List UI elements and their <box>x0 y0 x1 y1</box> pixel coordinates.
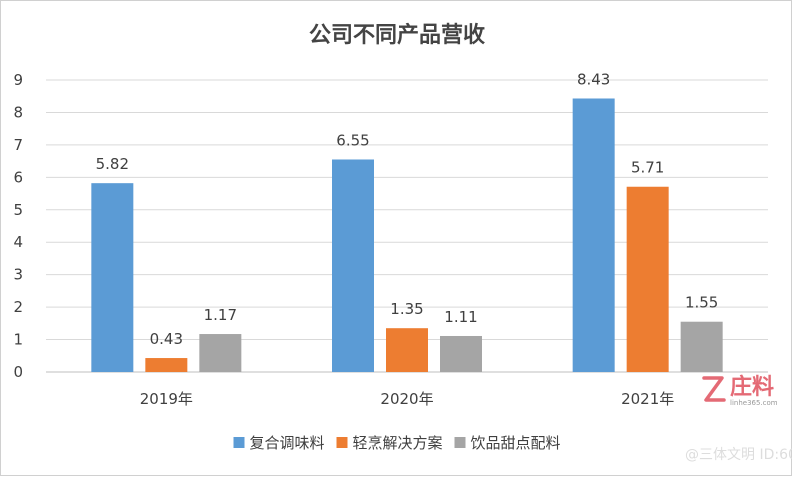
bar <box>626 186 669 372</box>
data-label: 1.11 <box>444 308 477 326</box>
watermark-url: linhe365.com <box>730 399 778 407</box>
zhuangliao-logo-icon <box>702 376 726 402</box>
x-axis-categories: 2019年 2020年 2021年 <box>140 390 675 408</box>
data-label: 1.55 <box>685 294 718 312</box>
legend-swatch <box>454 437 466 448</box>
watermark: 庄料 linhe365.com @三体文明 ID:603185 <box>685 374 792 463</box>
y-tick-label: 2 <box>13 298 23 316</box>
bar <box>386 328 428 372</box>
legend-label: 饮品甜点配料 <box>471 434 561 452</box>
data-label: 5.71 <box>631 159 664 177</box>
bar <box>332 159 374 372</box>
y-tick-label: 6 <box>13 168 23 186</box>
x-category-label: 2020年 <box>380 390 433 408</box>
bar <box>680 321 723 372</box>
watermark-logo-text: 庄料 <box>730 374 774 400</box>
bar <box>572 98 615 372</box>
data-labels: 5.82 0.43 1.17 6.55 1.35 1.11 8.43 5.71 1.55 <box>96 70 719 348</box>
data-label: 1.17 <box>204 306 237 324</box>
y-tick-label: 1 <box>13 331 23 349</box>
legend-label: 轻烹解决方案 <box>353 434 443 452</box>
bar <box>199 334 242 372</box>
bar <box>91 183 134 372</box>
bars <box>91 98 723 372</box>
data-label: 5.82 <box>96 155 129 173</box>
data-label: 6.55 <box>336 131 369 149</box>
gridlines <box>46 79 768 373</box>
chart-title: 公司不同产品营收 <box>309 22 485 48</box>
x-category-label: 2021年 <box>621 390 674 408</box>
bar <box>145 358 188 372</box>
y-tick-label: 3 <box>13 266 23 284</box>
bar <box>440 335 482 372</box>
y-tick-label: 5 <box>13 201 23 219</box>
legend-label: 复合调味料 <box>250 434 325 452</box>
x-category-label: 2019年 <box>140 390 193 408</box>
y-tick-label: 9 <box>13 71 23 89</box>
y-axis-ticks: 0 1 2 3 4 5 6 7 8 9 <box>13 71 23 381</box>
y-tick-label: 8 <box>13 103 23 121</box>
legend: 复合调味料 轻烹解决方案 饮品甜点配料 <box>233 434 561 452</box>
data-label: 1.35 <box>390 300 423 318</box>
watermark-bottom-text: @三体文明 ID:603185 <box>685 447 792 463</box>
data-label: 0.43 <box>150 330 183 348</box>
legend-swatch <box>336 437 348 448</box>
y-tick-label: 0 <box>13 363 23 381</box>
legend-swatch <box>233 437 245 448</box>
y-tick-label: 7 <box>13 136 23 154</box>
data-label: 8.43 <box>577 70 610 88</box>
y-tick-label: 4 <box>13 233 23 251</box>
